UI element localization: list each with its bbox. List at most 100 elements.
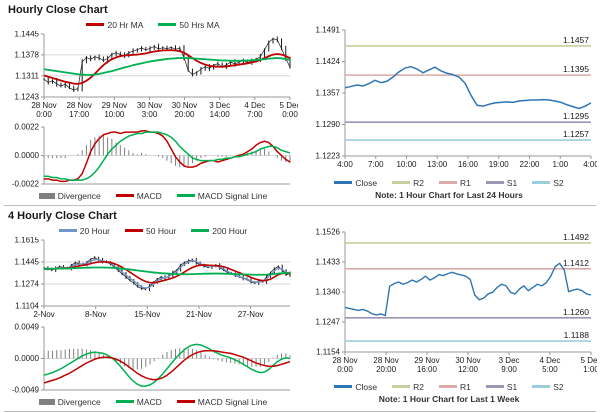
legend-swatch <box>532 385 551 388</box>
legend-item-divergence: Divergence <box>38 190 101 201</box>
weekly-pivot-note: Note: 1 Hour Chart for Last 1 Week <box>378 394 520 404</box>
legend-label: S2 <box>553 381 564 392</box>
legend-swatch <box>392 385 411 388</box>
svg-text:-0.0049: -0.0049 <box>12 386 40 395</box>
legend-item-close: Close <box>334 178 377 188</box>
svg-text:1.1491: 1.1491 <box>316 26 341 35</box>
legend-label: 20 Hr MA <box>107 19 144 30</box>
svg-text:1.1188: 1.1188 <box>564 330 590 340</box>
legend-swatch <box>176 194 195 197</box>
legend-label: MACD <box>136 190 162 201</box>
bottom-divider <box>4 411 596 412</box>
svg-text:1.1104: 1.1104 <box>15 302 39 311</box>
legend-item-macd: MACD <box>115 190 162 201</box>
four-hourly-price-legend: 20 Hour 50 Hour 200 Hour <box>4 224 302 237</box>
svg-text:1.1412: 1.1412 <box>563 258 589 268</box>
legend-label: R2 <box>413 381 424 392</box>
legend-item-50-hour: 50 Hour <box>125 226 176 236</box>
legend-label: S1 <box>506 177 518 188</box>
svg-text:1.1424: 1.1424 <box>316 57 341 66</box>
svg-text:10:00: 10:00 <box>396 160 417 169</box>
svg-text:1.1526: 1.1526 <box>316 228 341 237</box>
weekly-pivot-legend: Close R2 R1 S1 S2 <box>334 380 564 393</box>
svg-text:0.0000: 0.0000 <box>15 354 40 363</box>
svg-text:0.0000: 0.0000 <box>15 151 40 160</box>
svg-text:7:00: 7:00 <box>368 160 384 169</box>
four-hourly-macd-legend: Divergence MACD MACD Signal Line <box>4 395 302 408</box>
legend-label: MACD Signal Line <box>197 190 268 201</box>
legend-label: 200 Hour <box>212 225 248 236</box>
legend-swatch <box>485 181 504 184</box>
svg-text:2-Nov: 2-Nov <box>33 310 54 319</box>
legend-label: R1 <box>459 177 471 188</box>
hourly-left-column: Hourly Close Chart 20 Hr MA 50 Hrs MA 1.1… <box>4 2 302 202</box>
legend-label: MACD <box>136 396 162 407</box>
four-hourly-left-column: 4 Hourly Close Chart 20 Hour 50 Hour 200 H… <box>4 208 302 408</box>
legend-item-r1: R1 <box>438 177 471 188</box>
hourly-section: Hourly Close Chart 20 Hr MA 50 Hrs MA 1.1… <box>4 2 597 202</box>
hourly-price-legend: 20 Hr MA 50 Hrs MA <box>4 18 302 31</box>
svg-text:1.1260: 1.1260 <box>563 307 589 317</box>
legend-swatch <box>334 385 353 388</box>
legend-swatch <box>158 23 177 26</box>
four-hourly-right-column: 1.1526 1.1433 1.1340 1.1247 1.1154 28 Nov 0:00… <box>302 208 597 408</box>
svg-text:1.1295: 1.1295 <box>563 111 589 121</box>
svg-text:1.1378: 1.1378 <box>15 50 40 59</box>
legend-label: Close <box>355 381 378 392</box>
svg-text:19:00: 19:00 <box>489 160 510 169</box>
legend-label: R2 <box>413 177 424 188</box>
svg-text:1.1274: 1.1274 <box>15 280 40 289</box>
svg-text:1.1311: 1.1311 <box>15 71 39 80</box>
svg-text:1.1357: 1.1357 <box>316 89 341 98</box>
legend-item-s2: S2 <box>532 381 564 392</box>
legend-label: Divergence <box>57 190 101 201</box>
legend-item-s2: S2 <box>532 178 564 188</box>
svg-text:1.1154: 1.1154 <box>316 348 340 357</box>
legend-swatch <box>485 385 504 388</box>
legend-swatch <box>115 400 134 403</box>
section-divider <box>4 205 596 206</box>
svg-text:1.1492: 1.1492 <box>563 232 589 242</box>
legend-item-divergence: Divergence <box>38 397 101 407</box>
legend-item-close: Close <box>334 382 377 392</box>
legend-swatch <box>334 181 353 184</box>
legend-swatch <box>438 385 457 388</box>
svg-text:4:00: 4:00 <box>583 160 597 169</box>
legend-label: Close <box>355 177 378 188</box>
hourly-macd-legend: Divergence MACD MACD Signal Line <box>4 189 302 202</box>
svg-text:8-Nov: 8-Nov <box>85 310 106 319</box>
legend-item-s1: S1 <box>485 382 517 392</box>
svg-text:4:00: 4:00 <box>337 160 353 169</box>
legend-swatch <box>532 181 551 184</box>
legend-swatch <box>58 229 77 232</box>
legend-item-20-hour: 20 Hour <box>58 226 110 236</box>
svg-text:1.1243: 1.1243 <box>15 93 40 102</box>
svg-text:1.1395: 1.1395 <box>563 64 589 74</box>
legend-swatch <box>115 194 134 197</box>
four-hourly-macd-chart: 0.0049 0.0000 -0.0049 <box>12 323 291 395</box>
hourly-close-chart-title: Hourly Close Chart <box>8 4 108 16</box>
legend-item-s1: S1 <box>485 177 518 188</box>
legend-swatch <box>191 229 210 232</box>
legend-label: MACD Signal Line <box>197 396 268 407</box>
legend-item-r2: R2 <box>392 382 424 392</box>
legend-item-r1: R1 <box>438 381 471 392</box>
svg-text:1.1457: 1.1457 <box>563 35 589 45</box>
svg-text:13:00: 13:00 <box>427 160 448 169</box>
hourly-macd-chart: 0.0022 0.0000 -0.0022 <box>12 123 291 189</box>
legend-label: R1 <box>459 381 471 392</box>
svg-text:1.1433: 1.1433 <box>316 258 341 267</box>
hourly-pivot-legend: Close R2 R1 S1 S2 <box>334 176 564 189</box>
svg-text:1.1223: 1.1223 <box>316 152 341 161</box>
